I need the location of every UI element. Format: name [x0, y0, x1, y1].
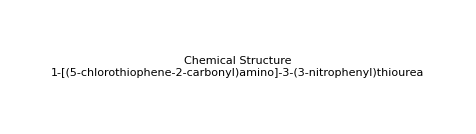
Text: Chemical Structure
1-[(5-chlorothiophene-2-carbonyl)amino]-3-(3-nitrophenyl)thio: Chemical Structure 1-[(5-chlorothiophene… [51, 56, 425, 78]
